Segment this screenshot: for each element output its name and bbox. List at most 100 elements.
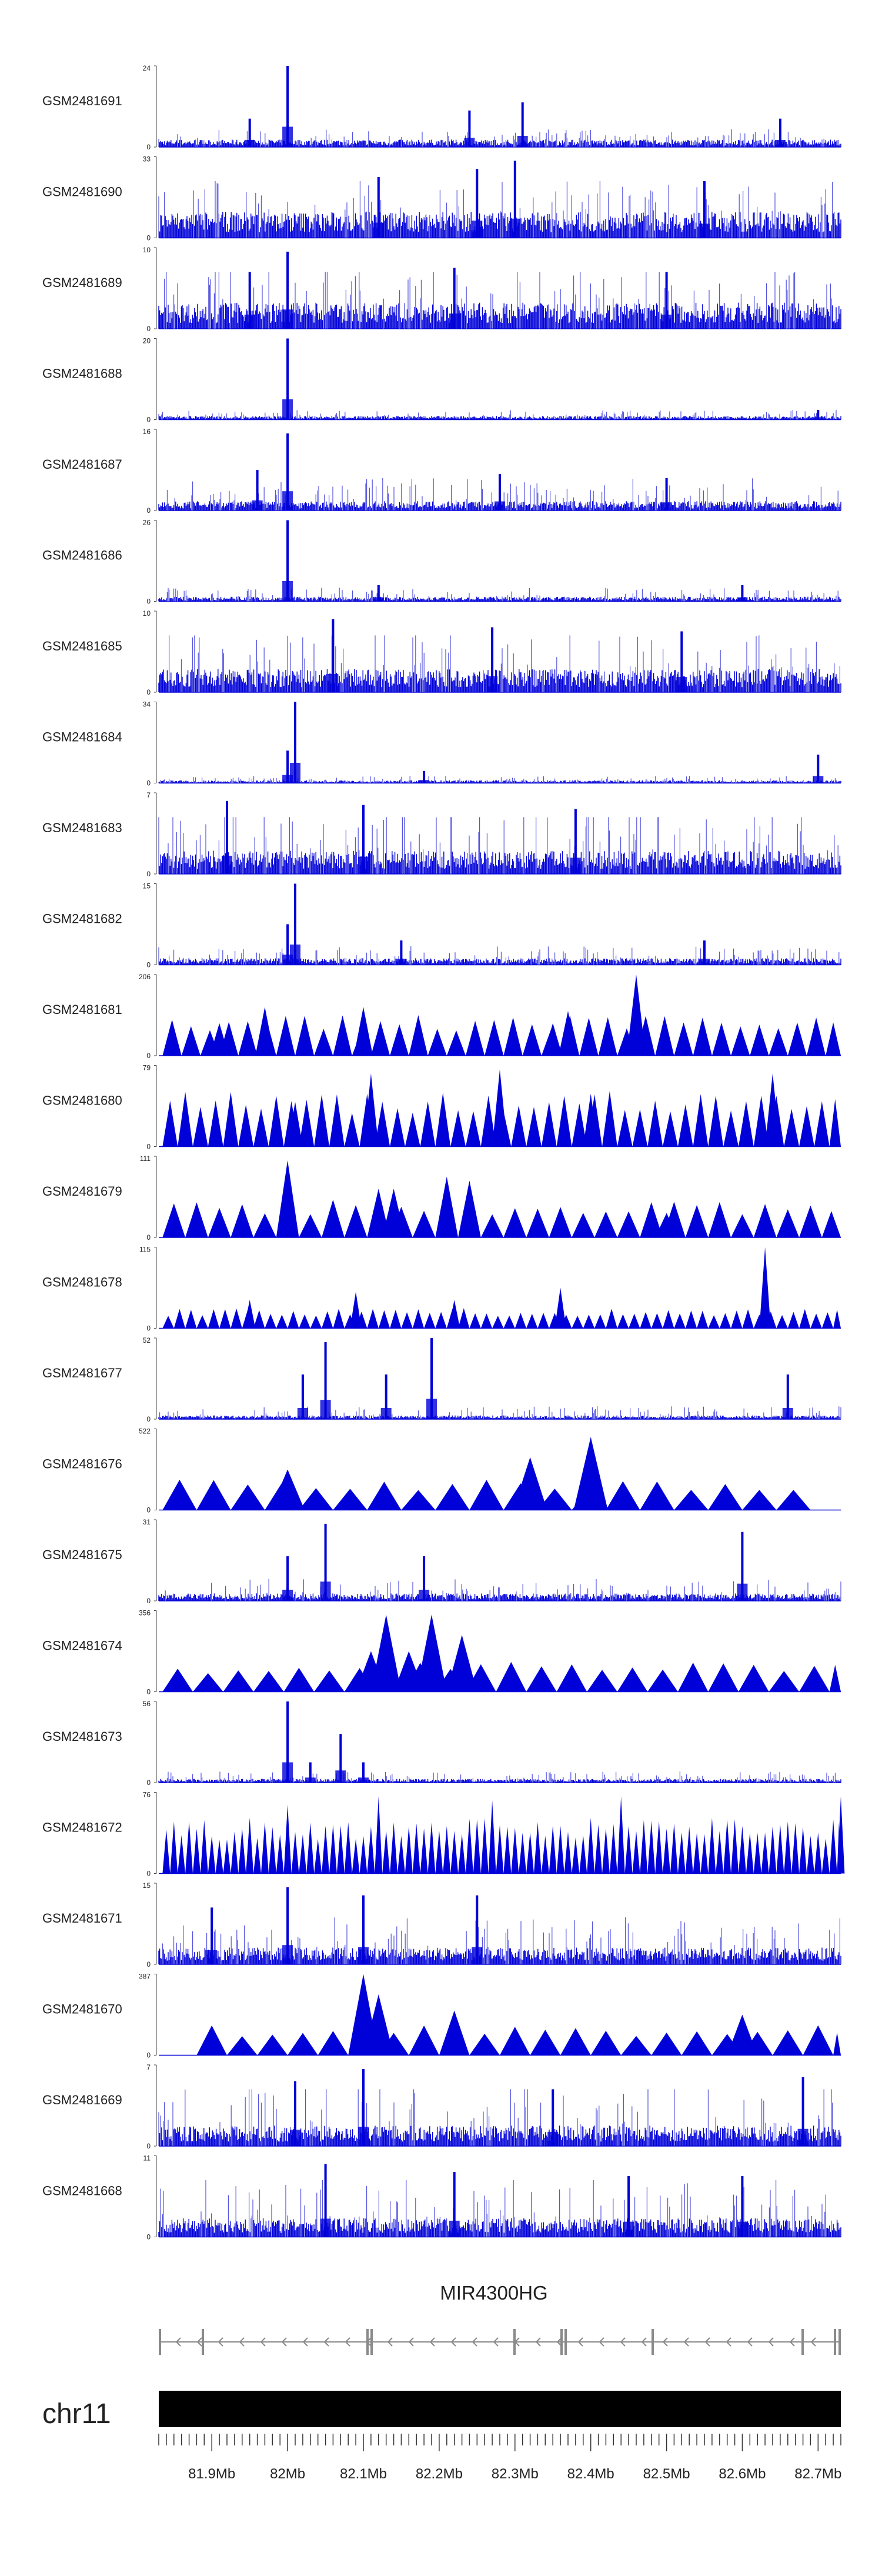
signal-peak bbox=[801, 2077, 804, 2146]
gene-strand-arrow bbox=[768, 2337, 774, 2347]
signal-triangle bbox=[276, 1016, 295, 1056]
signal-triangle bbox=[480, 1313, 493, 1329]
signal-triangle bbox=[617, 1110, 633, 1147]
signal-triangle bbox=[405, 1113, 420, 1147]
signal-noise bbox=[158, 1778, 841, 1783]
signal-triangle bbox=[412, 1823, 420, 1874]
signal-triangle bbox=[299, 1488, 333, 1510]
signal-triangle bbox=[299, 1314, 310, 1329]
signal-triangle bbox=[632, 1109, 648, 1147]
gene-strand-arrow bbox=[577, 2337, 583, 2347]
signal-triangle bbox=[833, 1309, 841, 1329]
signal-triangle bbox=[435, 1830, 443, 1874]
signal-triangle bbox=[655, 1016, 674, 1056]
signal-triangle bbox=[162, 1203, 186, 1237]
signal-peak-shoulder bbox=[282, 581, 293, 602]
signal-triangle bbox=[450, 1110, 466, 1147]
signal-peak bbox=[543, 1023, 563, 1056]
track-label: GSM2481672 bbox=[42, 1820, 122, 1835]
signal-triangle bbox=[799, 1666, 830, 1692]
signal-triangle bbox=[288, 1311, 299, 1329]
signal-triangle bbox=[731, 1819, 739, 1874]
chromosome-ideogram bbox=[159, 2391, 841, 2427]
signal-noise-light bbox=[158, 410, 837, 420]
signal-peak-shoulder bbox=[206, 1950, 218, 1964]
signal-triangle bbox=[208, 1207, 231, 1237]
signal-triangle bbox=[511, 1827, 519, 1874]
signal-triangle bbox=[306, 1822, 315, 1874]
signal-triangle bbox=[223, 1670, 254, 1692]
track-GSM2481679: GSM2481679 111 0 bbox=[42, 1154, 841, 1242]
track-ymax: 79 bbox=[143, 1064, 151, 1072]
signal-triangle bbox=[739, 1101, 754, 1147]
signal-triangle bbox=[833, 2032, 841, 2056]
gene-model bbox=[159, 2329, 841, 2355]
signal-peak-shoulder bbox=[623, 2221, 634, 2237]
signal-peak bbox=[248, 272, 251, 329]
signal-triangle bbox=[412, 1309, 425, 1329]
signal-triangle bbox=[674, 1490, 709, 1510]
gene-strand-arrow bbox=[493, 2337, 499, 2347]
signal bbox=[162, 1247, 841, 1329]
track-label: GSM2481678 bbox=[42, 1275, 122, 1290]
gene-strand-arrow bbox=[387, 2337, 393, 2347]
signal-triangle bbox=[640, 1820, 648, 1874]
track-label: GSM2481675 bbox=[42, 1547, 122, 1562]
signal-peak bbox=[817, 409, 820, 420]
track-ymin: 0 bbox=[146, 1688, 151, 1696]
signal-peak-shoulder bbox=[290, 2130, 300, 2146]
signal-triangle bbox=[253, 1671, 284, 1692]
track-GSM2481678: GSM2481678 115 0 bbox=[42, 1246, 841, 1333]
track-ymax: 15 bbox=[143, 882, 151, 890]
signal bbox=[158, 702, 841, 783]
signal-triangle bbox=[310, 1315, 322, 1329]
signal-peak bbox=[446, 1634, 477, 1692]
gene-exon bbox=[560, 2329, 563, 2355]
signal-peak-shoulder bbox=[320, 2218, 331, 2237]
signal-triangle bbox=[427, 1822, 436, 1874]
signal-triangle bbox=[829, 1099, 841, 1147]
signal-triangle bbox=[663, 1111, 678, 1147]
track-ymax: 356 bbox=[139, 1609, 151, 1617]
signal-peak bbox=[283, 1804, 292, 1874]
signal-peak-shoulder bbox=[244, 139, 255, 147]
signal-triangle bbox=[526, 1666, 557, 1692]
signal-triangle bbox=[162, 1669, 193, 1692]
signal-peak-shoulder bbox=[449, 313, 460, 329]
signal-triangle bbox=[723, 1110, 739, 1147]
signal bbox=[158, 1338, 841, 1419]
signal-peak bbox=[375, 1796, 383, 1874]
signal-peak bbox=[492, 1069, 507, 1147]
signal-triangle bbox=[178, 1835, 186, 1874]
signal-triangle bbox=[344, 1204, 368, 1237]
signal-peak bbox=[286, 1701, 289, 1783]
signal-triangle bbox=[526, 1313, 538, 1329]
signal-noise bbox=[159, 2125, 841, 2146]
signal-peak-shoulder bbox=[487, 676, 498, 692]
signal-triangle bbox=[257, 2034, 288, 2056]
signal-triangle bbox=[268, 1095, 284, 1147]
signal-peak bbox=[286, 338, 289, 420]
track-GSM2481685: GSM2481685 10 0 bbox=[42, 609, 841, 696]
signal-peak bbox=[362, 2068, 365, 2146]
track-ymax: 31 bbox=[143, 1518, 151, 1526]
signal-noise-light bbox=[158, 946, 840, 965]
signal-peak bbox=[377, 177, 380, 238]
track-label: GSM2481676 bbox=[42, 1457, 122, 1471]
gene-strand-arrow bbox=[599, 2337, 604, 2347]
signal-triangle bbox=[814, 1101, 830, 1147]
signal-triangle bbox=[230, 1309, 242, 1329]
signal-triangle bbox=[480, 1214, 504, 1237]
signal-noise bbox=[159, 416, 841, 420]
gene-strand-arrow bbox=[535, 2337, 541, 2347]
track-label: GSM2481682 bbox=[42, 912, 122, 926]
axis-tick-label: 82.1Mb bbox=[340, 2466, 387, 2482]
signal-peak-shoulder bbox=[774, 139, 786, 147]
signal-triangle bbox=[769, 1671, 800, 1692]
signal-triangle bbox=[299, 1099, 315, 1147]
signal bbox=[158, 1701, 841, 1783]
signal-triangle bbox=[731, 1026, 750, 1056]
signal-peak bbox=[727, 2014, 758, 2056]
genome-axis: 81.9Mb 82Mb 82.1Mb 82.2Mb 82.3Mb 82.4Mb 82.5Mb… bbox=[158, 2434, 841, 2482]
signal-peak bbox=[400, 940, 403, 965]
